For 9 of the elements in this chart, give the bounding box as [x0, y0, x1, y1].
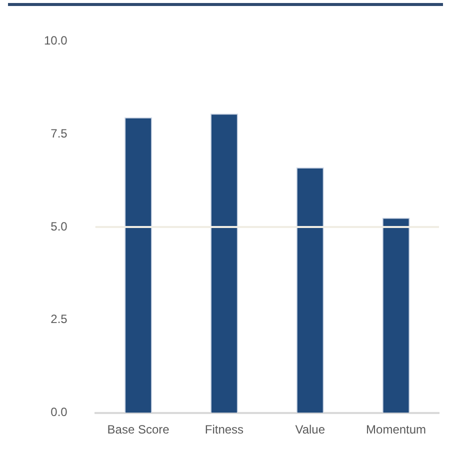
y-tick-label: 0.0 — [50, 405, 68, 420]
x-tick-label: Momentum — [366, 422, 426, 436]
y-tick-label: 7.5 — [50, 126, 68, 140]
y-tick-label: 10.0 — [44, 34, 68, 48]
y-tick-label: 2.5 — [50, 312, 68, 326]
y-tick-label: 5.0 — [50, 219, 68, 234]
x-tick-label: Base Score — [107, 422, 170, 436]
x-tick-label: Value — [295, 422, 326, 436]
x-tick-label: Fitness — [204, 422, 244, 436]
